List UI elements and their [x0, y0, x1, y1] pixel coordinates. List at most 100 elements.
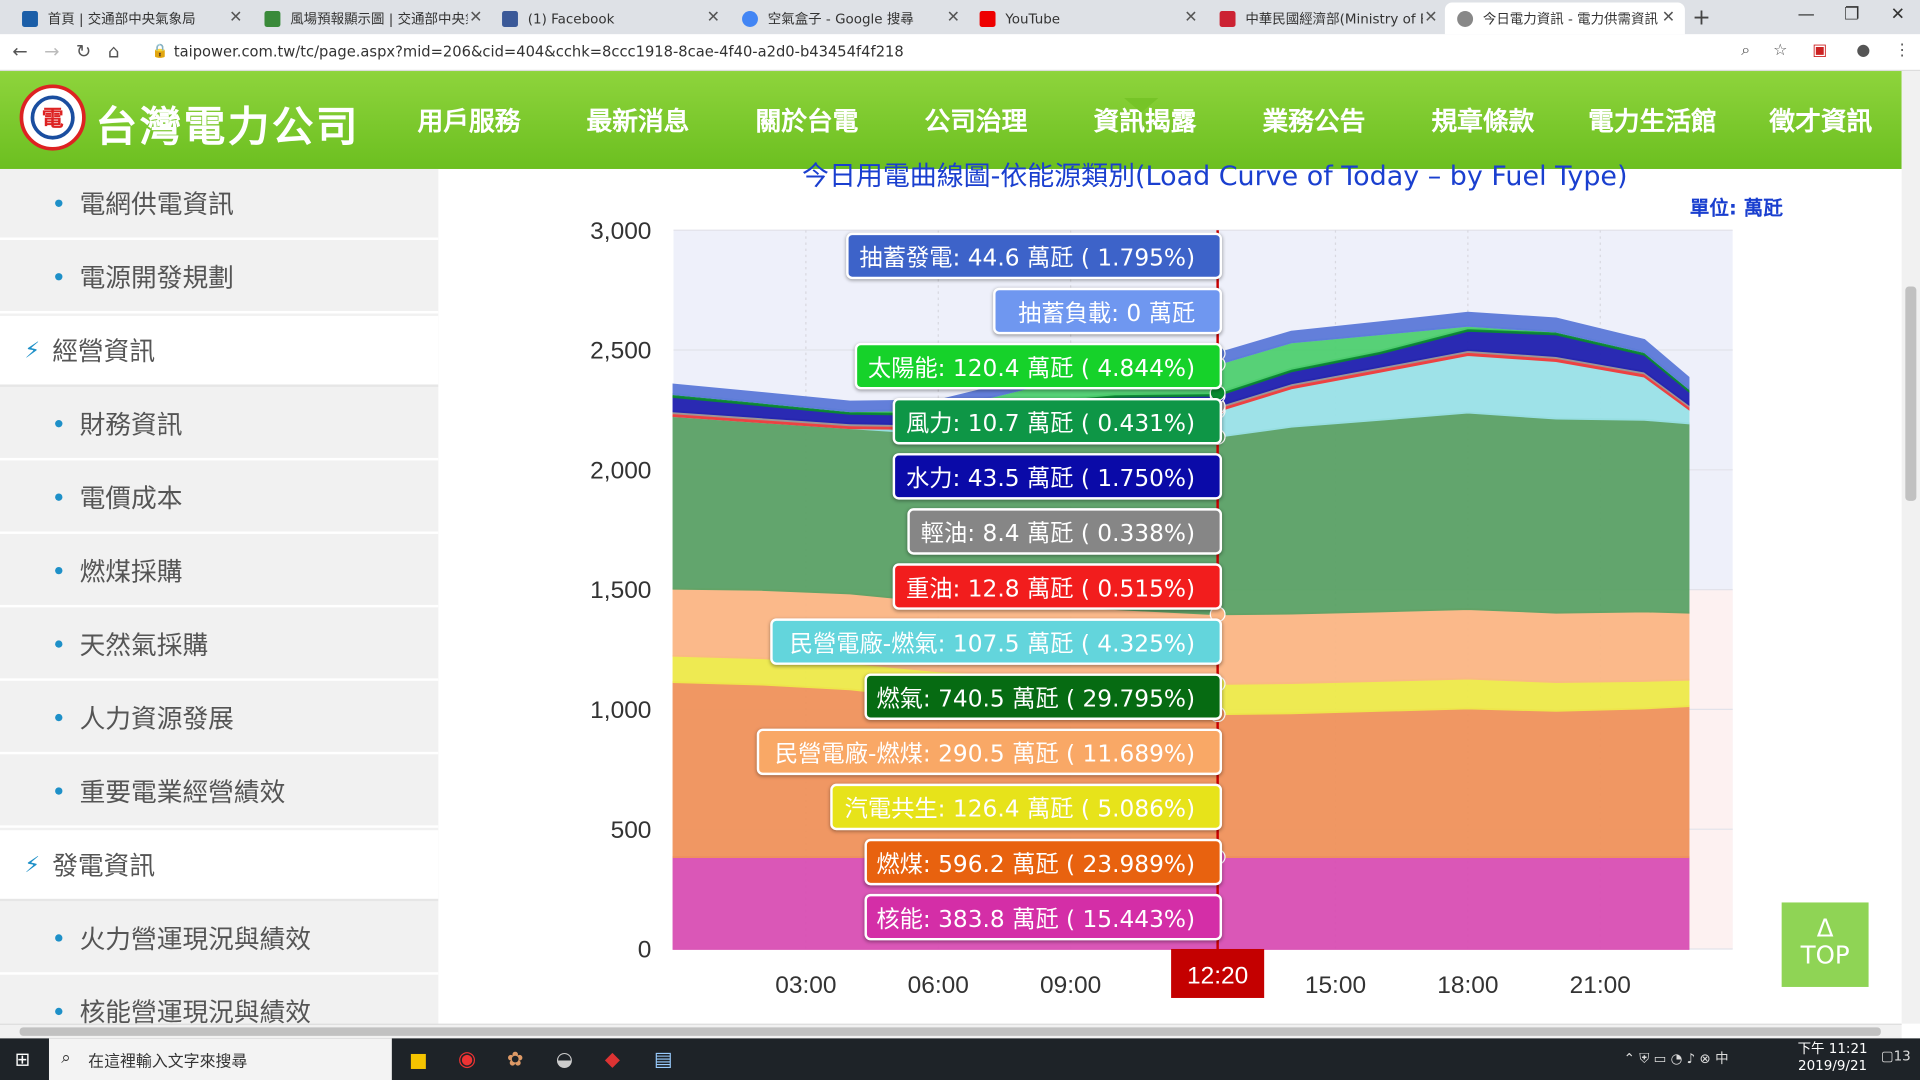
- app-icon[interactable]: ▤: [653, 1046, 673, 1071]
- sidebar-section[interactable]: ⚡ 發電資訊: [0, 830, 439, 902]
- browser-tab-active[interactable]: 今日電力資訊 - 電力供需資訊 - 資✕: [1444, 2, 1685, 35]
- scroll-thumb[interactable]: [19, 1027, 1881, 1036]
- search-icon: ⌕: [61, 1048, 71, 1068]
- site-header: 電 台灣電力公司 用戶服務 最新消息 關於台電 公司治理 資訊揭露 業務公告 規…: [0, 71, 1902, 169]
- sidebar-item[interactable]: 財務資訊: [0, 389, 439, 461]
- app-icon[interactable]: ◒: [555, 1046, 574, 1071]
- series-tooltip: 抽蓄負載: 0 萬瓩: [993, 287, 1223, 335]
- sidebar-item[interactable]: 燃煤採購: [0, 536, 439, 608]
- reload-icon[interactable]: ↻: [75, 40, 92, 63]
- zoom-icon[interactable]: ⌕: [1741, 41, 1751, 61]
- sidebar-item[interactable]: 人力資源發展: [0, 683, 439, 755]
- address-bar[interactable]: 🔒 taipower.com.tw/tc/page.aspx?mid=206&c…: [140, 39, 1805, 66]
- browser-tab[interactable]: 中華民國經濟部(Ministry of Econ✕: [1207, 2, 1447, 34]
- bullet-icon: [55, 713, 63, 722]
- browser-toolbar: ← → ↻ ⌂ 🔒 taipower.com.tw/tc/page.aspx?m…: [0, 34, 1920, 72]
- profile-icon[interactable]: ●: [1856, 41, 1871, 61]
- minimize-icon[interactable]: —: [1797, 4, 1815, 25]
- y-tick-label: 1,500: [590, 577, 651, 604]
- sidebar-item-label: 發電資訊: [52, 851, 156, 881]
- close-icon[interactable]: ✕: [706, 8, 721, 27]
- bullet-icon: [55, 934, 63, 942]
- close-icon[interactable]: ✕: [1424, 8, 1438, 27]
- bullet-icon: [55, 787, 63, 795]
- y-tick-label: 0: [638, 937, 652, 964]
- vertical-scrollbar[interactable]: [1901, 71, 1920, 1024]
- extension-icon[interactable]: ▣: [1812, 41, 1828, 61]
- horizontal-scrollbar[interactable]: [0, 1023, 1902, 1039]
- series-tooltip: 民營電廠-燃氣: 107.5 萬瓩 ( 4.325%): [770, 618, 1223, 665]
- new-tab-icon[interactable]: +: [1692, 4, 1711, 31]
- bullet-icon: [55, 420, 63, 428]
- cursor-time-label: 12:20: [1187, 962, 1248, 989]
- series-tooltip: 核能: 383.8 萬瓩 ( 15.443%): [864, 893, 1223, 941]
- browser-tab[interactable]: 空氣盒子 - Google 搜尋 ✕: [730, 2, 970, 34]
- sidebar-item[interactable]: 電網供電資訊: [0, 169, 439, 241]
- y-tick-label: 500: [611, 817, 652, 844]
- nav-item[interactable]: 公司治理: [924, 106, 1028, 136]
- sidebar-item[interactable]: 重要電業經營績效: [0, 757, 439, 828]
- chrome-icon[interactable]: ◉: [457, 1046, 477, 1072]
- app-icon[interactable]: ✿: [506, 1046, 524, 1071]
- browser-tab-strip: 首頁 | 交通部中央氣象局✕ 風場預報顯示圖 | 交通部中央氣象✕ (1) Fa…: [0, 0, 1920, 35]
- close-icon[interactable]: ✕: [229, 8, 243, 27]
- sidebar-item[interactable]: 電價成本: [0, 463, 439, 534]
- forward-icon[interactable]: →: [44, 40, 60, 63]
- back-to-top-button[interactable]: Δ TOP: [1781, 902, 1869, 987]
- series-tooltip: 輕油: 8.4 萬瓩 ( 0.338%): [907, 508, 1223, 555]
- series-tooltip: 風力: 10.7 萬瓩 ( 0.431%): [892, 397, 1223, 445]
- sidebar-item-label: 電網供電資訊: [79, 189, 234, 220]
- back-icon[interactable]: ←: [12, 40, 28, 63]
- sidebar-item[interactable]: 電源開發規劃: [0, 242, 439, 314]
- sidebar-item[interactable]: 核能營運現況與績效: [0, 977, 438, 1026]
- notifications-icon[interactable]: ▢13: [1880, 1048, 1911, 1065]
- browser-tab[interactable]: 風場預報顯示圖 | 交通部中央氣象✕: [252, 2, 492, 34]
- home-icon[interactable]: ⌂: [107, 40, 120, 63]
- scroll-thumb[interactable]: [1905, 286, 1917, 501]
- sidebar: 電網供電資訊電源開發規劃 ⚡ 經營資訊財務資訊電價成本 燃煤採購天然氣採購人力資源發展…: [0, 168, 439, 1027]
- windows-start-icon[interactable]: ⊞: [14, 1048, 31, 1071]
- bullet-icon: [55, 273, 63, 281]
- close-icon[interactable]: ✕: [1184, 8, 1198, 27]
- sidebar-item-label: 財務資訊: [79, 410, 183, 440]
- tray-icons[interactable]: ⌃ ⛨ ▭ ◔ ♪ ⊗ 中: [1623, 1050, 1729, 1067]
- taskbar-search[interactable]: ⌕ 在這裡輸入文字來搜尋: [48, 1038, 392, 1080]
- nav-item[interactable]: 最新消息: [586, 106, 690, 136]
- taskbar-clock[interactable]: 下午 11:21 2019/9/21: [1797, 1040, 1868, 1074]
- facebook-favicon-icon: [502, 10, 518, 27]
- close-icon[interactable]: ✕: [469, 8, 483, 27]
- nav-item[interactable]: 關於台電: [755, 106, 859, 136]
- sidebar-item-label: 天然氣採購: [79, 630, 209, 661]
- taipower-logo-icon[interactable]: 電: [19, 84, 86, 151]
- nav-item[interactable]: 電力生活館: [1588, 106, 1717, 136]
- sidebar-item-label: 人力資源發展: [79, 704, 234, 734]
- restore-icon[interactable]: ❐: [1844, 4, 1860, 25]
- bookmark-star-icon[interactable]: ☆: [1773, 41, 1788, 61]
- weather-favicon-icon: [264, 10, 281, 27]
- moea-favicon-icon: [1219, 10, 1236, 27]
- chart-title: 今日用電曲線圖-依能源類別(Load Curve of Today – by F…: [802, 161, 1628, 193]
- x-tick-label: 09:00: [1040, 972, 1101, 999]
- sidebar-item-label: 重要電業經營績效: [79, 777, 286, 807]
- nav-item[interactable]: 規章條款: [1431, 106, 1535, 136]
- menu-icon[interactable]: ⋮: [1894, 41, 1911, 61]
- bolt-icon: ⚡: [24, 851, 40, 878]
- sidebar-section[interactable]: ⚡ 經營資訊: [0, 315, 439, 387]
- windows-taskbar: ⊞ ⌕ 在這裡輸入文字來搜尋 ■ ◉ ✿ ◒ ◆ ▤ ⌃ ⛨ ▭ ◔ ♪ ⊗ 中…: [0, 1038, 1920, 1080]
- sidebar-item[interactable]: 天然氣採購: [0, 610, 439, 681]
- browser-tab[interactable]: (1) Facebook ✕: [490, 2, 730, 34]
- file-explorer-icon[interactable]: ■: [408, 1048, 428, 1072]
- nav-item[interactable]: 業務公告: [1262, 106, 1366, 136]
- close-icon[interactable]: ✕: [946, 8, 961, 27]
- nav-item[interactable]: 用戶服務: [417, 106, 521, 136]
- bolt-icon: ⚡: [24, 337, 40, 364]
- sidebar-item[interactable]: 火力營運現況與績效: [0, 904, 439, 975]
- nav-item[interactable]: 徵才資訊: [1769, 106, 1873, 136]
- app-icon[interactable]: ◆: [604, 1046, 620, 1071]
- browser-tab[interactable]: 首頁 | 交通部中央氣象局 ✕: [10, 2, 252, 34]
- site-logo-text[interactable]: 台灣電力公司: [95, 102, 361, 152]
- x-tick-label: 18:00: [1437, 972, 1498, 999]
- browser-tab[interactable]: YouTube ✕: [967, 2, 1207, 34]
- close-icon[interactable]: ✕: [1661, 8, 1676, 27]
- window-close-icon[interactable]: ✕: [1890, 4, 1905, 25]
